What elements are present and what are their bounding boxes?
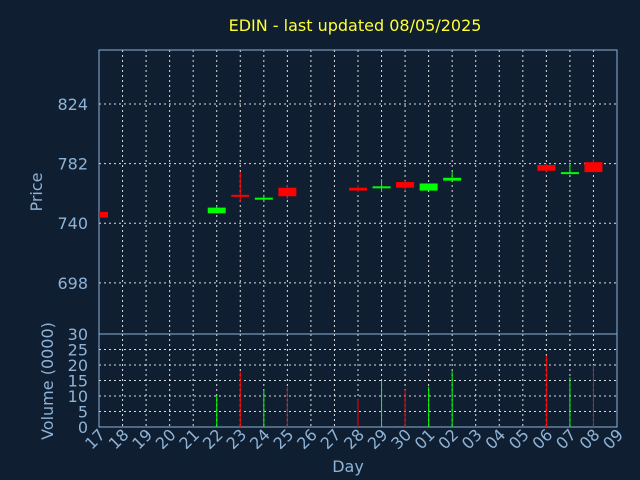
candle-body [99, 211, 108, 218]
volume-tick-label: 20 [68, 356, 88, 375]
volume-tick-label: 0 [78, 418, 88, 437]
volume-tick-label: 15 [68, 372, 88, 391]
volume-tick-label: 5 [78, 403, 88, 422]
price-tick-label: 824 [57, 95, 88, 114]
price-tick-label: 698 [57, 274, 88, 293]
price-tick-label: 740 [57, 214, 88, 233]
candle-body [349, 187, 367, 191]
candle-body [278, 187, 297, 197]
price-tick-label: 782 [57, 155, 88, 174]
candle-body [537, 165, 556, 171]
price-axis-label: Price [27, 172, 46, 211]
x-tick-labels: 1718192021222324252627282930010203040506… [81, 425, 627, 453]
volume-tick-label: 30 [68, 325, 88, 344]
candle-body [254, 197, 273, 200]
volume-axis-label: Volume (0000) [38, 322, 57, 440]
candle-body [396, 182, 415, 188]
candles [99, 159, 603, 218]
x-axis-label: Day [332, 457, 364, 476]
chart-title: EDIN - last updated 08/05/2025 [229, 16, 482, 35]
candle-body [419, 183, 438, 191]
candle-body [560, 172, 579, 175]
volume-tick-label: 25 [68, 341, 88, 360]
x-tick-label: 09 [599, 425, 627, 453]
candle-body [372, 186, 391, 189]
candle-body [584, 162, 603, 173]
candle-body [231, 194, 250, 197]
volume-tick-label: 10 [68, 387, 88, 406]
price-panel: 698 740 782 824 [57, 49, 618, 335]
candle-body [207, 207, 226, 214]
candle-body [443, 177, 462, 181]
